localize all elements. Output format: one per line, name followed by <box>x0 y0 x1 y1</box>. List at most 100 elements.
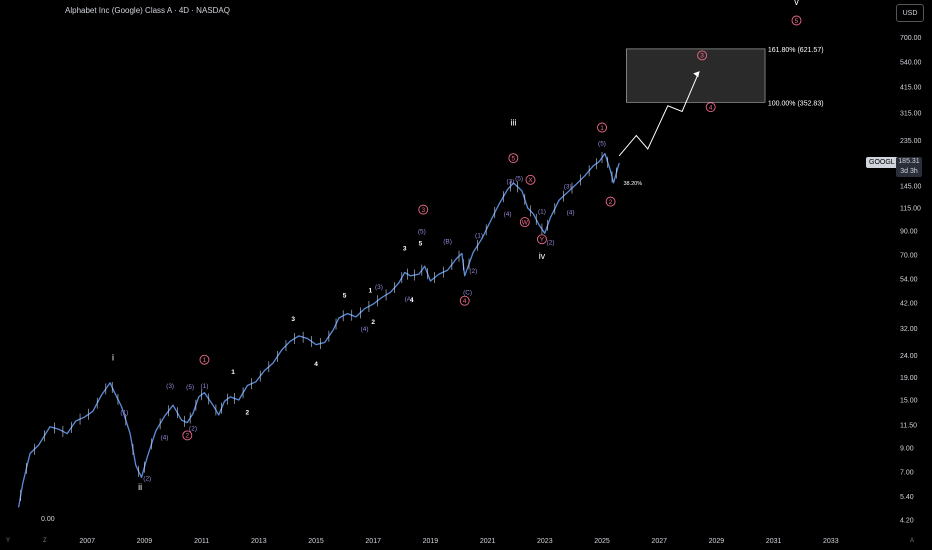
price-line <box>17 152 620 508</box>
wave-circle <box>537 234 547 245</box>
current-price-box: 185.31 3d 3h <box>896 157 922 177</box>
wave-label-purple: (3) <box>375 284 383 291</box>
wave-label-red: 3 <box>421 207 425 214</box>
wave-label-purple: (4) <box>160 435 168 442</box>
y-tick-label: 315.00 <box>900 110 922 117</box>
chart-title: Alphabet Inc (Google) Class A · 4D · NAS… <box>65 6 230 15</box>
wave-circle <box>519 217 530 228</box>
wave-label-minor: 4 <box>314 361 318 368</box>
y-tick-label: 4.20 <box>900 518 914 525</box>
wave-label-minor: 1 <box>369 288 373 295</box>
wave-label-purple: (2) <box>189 426 197 433</box>
y-tick-label: 70.00 <box>900 252 918 259</box>
x-tick-label: 2025 <box>594 538 610 545</box>
target-zone: 161.80% (621.57) 100.00% (352.83) <box>626 47 824 107</box>
projection-arrowhead <box>693 71 700 78</box>
x-tick-label: 2027 <box>651 538 667 545</box>
y-tick-label: 54.00 <box>900 277 918 284</box>
y-tick-label: 32.00 <box>900 326 918 333</box>
wave-label-red: 5 <box>795 18 799 25</box>
wave-label-red: 2 <box>185 433 189 440</box>
y-tick-label: 415.00 <box>900 84 922 91</box>
currency-button[interactable]: USD <box>896 4 924 22</box>
wave-label-major: iv <box>539 251 546 261</box>
wave-label-red: W <box>522 219 529 226</box>
x-tick-label: 2029 <box>709 538 725 545</box>
wave-label-red: 3 <box>700 53 704 60</box>
wave-label-purple: (1) <box>475 233 483 240</box>
wave-label-purple: (2) <box>143 475 151 482</box>
wave-circle <box>705 102 716 113</box>
x-tick-label: 2009 <box>137 538 153 545</box>
wave-label-red: 1 <box>203 357 207 364</box>
x-tick-label: 2013 <box>251 538 267 545</box>
x-tick-label: 2033 <box>823 538 839 545</box>
wave-circle <box>508 153 519 164</box>
x-tick-label: 2021 <box>480 538 496 545</box>
x-tick-label: 2031 <box>766 538 782 545</box>
retracement-label: 38.20% <box>623 181 642 187</box>
wave-label-purple: (2) <box>547 239 555 246</box>
wave-label-purple: (1) <box>538 209 546 216</box>
time-axis[interactable]: 2007 2009 2011 2013 2015 2017 2019 2021 2023 2025… <box>79 538 838 545</box>
wave-label-red: 2 <box>609 199 613 206</box>
wave-label-purple: (2) <box>469 268 477 275</box>
wave-circle <box>459 295 470 306</box>
wave-circle <box>182 430 193 441</box>
x-tick-label: 2019 <box>423 538 439 545</box>
y-tick-label: 24.00 <box>900 353 918 360</box>
y-tick-label: 9.00 <box>900 446 914 453</box>
y-tick-label: 15.00 <box>900 397 918 404</box>
wave-circle <box>525 174 536 185</box>
wave-circle <box>418 204 429 215</box>
wave-label-purple: (4) <box>361 326 369 333</box>
price-axis[interactable]: 900.00700.00540.00415.00315.00235.00185.… <box>900 12 922 525</box>
wave-label-purple: (4) <box>567 209 575 216</box>
wave-circle <box>597 122 607 133</box>
zero-label: 0.00 <box>41 516 55 523</box>
wave-label-minor: 5 <box>419 241 423 248</box>
corner-left-icon[interactable]: Y <box>6 538 11 544</box>
wave-label-red: X <box>528 177 533 184</box>
wave-label-purple: (3) <box>507 178 515 185</box>
wave-label-purple: (5) <box>515 175 523 182</box>
y-tick-label: 11.50 <box>900 423 917 430</box>
x-tick-label: 2007 <box>79 538 95 545</box>
x-tick-label: 2015 <box>308 538 324 545</box>
wave-label-minor: 5 <box>343 293 347 300</box>
wave-label-purple: (1) <box>120 409 128 416</box>
y-tick-label: 540.00 <box>900 60 922 67</box>
y-tick-label: 5.40 <box>900 494 914 501</box>
current-price: 185.31 <box>898 158 920 165</box>
wave-label-red: 4 <box>463 298 467 305</box>
wave-label-minor: 3 <box>403 246 407 253</box>
wave-label-major: ii <box>138 482 142 492</box>
auto-scale-icon[interactable]: A <box>910 538 915 544</box>
wave-label-major: iii <box>510 117 516 127</box>
wave-label-purple: (3) <box>564 183 572 190</box>
wave-label-purple: (3) <box>166 383 174 390</box>
bar-countdown: 3d 3h <box>900 168 918 175</box>
wave-label-minor: 4 <box>410 297 414 304</box>
fib-level-label: 100.00% (352.83) <box>768 100 824 107</box>
zoom-icon[interactable]: Z <box>43 538 47 544</box>
wave-label-purple: (B) <box>443 238 452 245</box>
x-tick-label: 2023 <box>537 538 553 545</box>
wave-label-minor: 2 <box>246 409 250 416</box>
wave-circle <box>697 50 708 61</box>
wave-label-red: 4 <box>709 104 713 111</box>
wave-label-major: v <box>794 0 799 7</box>
wave-label-major: i <box>112 353 114 363</box>
wave-circle <box>791 15 802 26</box>
wave-label-purple: (1) <box>200 383 208 390</box>
wave-label-purple: (5) <box>186 384 194 391</box>
wave-label-purple: (C) <box>463 290 472 297</box>
fib-level-label: 161.80% (621.57) <box>768 47 824 54</box>
x-tick-label: 2011 <box>194 538 209 545</box>
ticker-tag: GOOGL <box>866 157 898 168</box>
projection-path <box>618 71 700 157</box>
y-tick-label: 7.00 <box>900 469 914 476</box>
y-tick-label: 145.00 <box>900 184 922 191</box>
